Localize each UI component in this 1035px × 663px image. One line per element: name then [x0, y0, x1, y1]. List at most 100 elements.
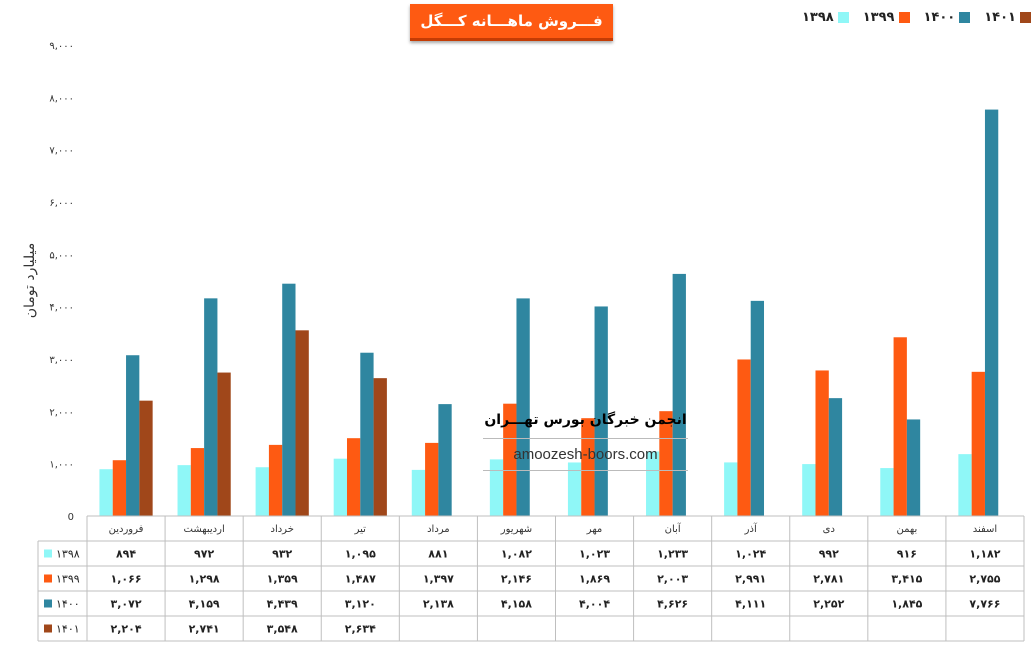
table-value-cell: ۱,۰۸۲ [501, 548, 532, 561]
table-value-cell: ۱,۸۴۵ [891, 598, 922, 611]
table-value-cell: ۱,۰۲۳ [579, 548, 610, 561]
table-series-name: ۱۴۰۰ [56, 598, 80, 611]
bar [126, 355, 140, 516]
table-series-name: ۱۴۰۱ [56, 623, 80, 636]
legend-swatch-1399 [898, 12, 910, 23]
table-value-cell: ۱,۲۳۳ [657, 548, 688, 561]
legend-swatch-1401 [1020, 12, 1031, 23]
x-category-label: آذر [744, 522, 758, 535]
x-category-label: بهمن [896, 524, 917, 535]
bar [373, 378, 387, 516]
legend-swatch-1400 [959, 12, 971, 23]
bar [971, 371, 985, 516]
table-value-cell: ۸۸۱ [428, 548, 448, 561]
y-tick-label: ۴,۰۰۰ [49, 303, 74, 314]
bar [411, 469, 426, 516]
y-tick-label: ۵,۰۰۰ [49, 250, 74, 261]
bar [489, 459, 504, 516]
y-tick-label: ۶,۰۰۰ [49, 198, 74, 209]
table-value-cell: ۴,۱۵۸ [501, 598, 532, 611]
x-category-label: شهریور [500, 524, 532, 535]
x-category-label: فروردین [109, 524, 144, 535]
table-value-cell: ۲,۱۴۶ [501, 573, 532, 586]
table-value-cell: ۱,۱۸۲ [969, 548, 1000, 561]
table-series-name: ۱۳۹۹ [56, 573, 80, 586]
legend: ۱۴۰۱ ۱۴۰۰ ۱۳۹۹ ۱۳۹۸ [802, 10, 1031, 25]
table-value-cell: ۱,۴۸۷ [345, 573, 376, 586]
bar [503, 403, 517, 516]
table-value-cell: ۳,۱۲۰ [345, 598, 376, 611]
bar [724, 462, 738, 516]
table-series-swatch [44, 624, 52, 633]
legend-item-1401: ۱۴۰۱ [984, 10, 1031, 25]
bar [567, 462, 582, 516]
bar [516, 298, 530, 516]
table-value-cell: ۲,۲۰۴ [111, 623, 142, 636]
y-tick-label: ۱,۰۰۰ [49, 460, 74, 471]
bar [646, 451, 660, 516]
bar [360, 352, 374, 516]
bar [295, 330, 309, 516]
bar [815, 370, 829, 516]
table-value-cell: ۱,۰۲۴ [735, 548, 766, 561]
y-tick-label: ۹,۰۰۰ [49, 41, 74, 52]
bar [672, 273, 686, 516]
table-value-cell: ۴,۰۰۴ [579, 598, 610, 611]
table-value-cell: ۴,۱۱۱ [735, 598, 766, 611]
bar [282, 283, 296, 516]
table-value-cell: ۲,۶۳۴ [345, 623, 376, 636]
table-value-cell: ۹۳۲ [272, 548, 292, 561]
table-value-cell: ۹۱۶ [897, 548, 917, 561]
bar [906, 419, 921, 516]
table-value-cell: ۲,۲۵۲ [813, 598, 844, 611]
table-value-cell: ۲,۷۴۱ [189, 623, 220, 636]
y-tick-label: ۸,۰۰۰ [49, 93, 74, 104]
bar [802, 464, 816, 516]
y-tick-label: ۳,۰۰۰ [49, 355, 74, 366]
bar [139, 400, 153, 516]
table-value-cell: ۲,۷۵۵ [969, 573, 1000, 586]
bar [177, 465, 191, 516]
legend-item-1399: ۱۳۹۹ [863, 10, 910, 25]
x-category-label: اسفند [973, 524, 997, 535]
table-value-cell: ۱,۰۹۵ [345, 548, 376, 561]
bar [346, 438, 361, 516]
table-series-swatch [44, 549, 52, 558]
x-category-label: دی [823, 524, 835, 535]
x-category-label: آبان [665, 522, 682, 535]
table-series-swatch [44, 599, 52, 608]
table-value-cell: ۲,۷۸۱ [813, 573, 844, 586]
legend-swatch-1398 [837, 12, 849, 23]
table-value-cell: ۴,۱۵۹ [189, 598, 220, 611]
y-tick-label: 0 [68, 512, 74, 523]
x-category-label: مهر [586, 524, 602, 535]
table-value-cell: ۱,۸۶۹ [579, 573, 610, 586]
table-value-cell: ۸۹۴ [116, 548, 136, 561]
legend-item-1398: ۱۳۹۸ [802, 10, 849, 25]
bar [438, 404, 452, 516]
bar [594, 306, 608, 516]
bar [190, 448, 205, 516]
watermark-title: انجمن خبرگان بورس تهـــران [483, 412, 688, 439]
legend-label-1398: ۱۳۹۸ [802, 10, 834, 25]
table-series-name: ۱۳۹۸ [56, 548, 80, 561]
bar [333, 458, 347, 516]
table-value-cell: ۲,۱۳۸ [423, 598, 454, 611]
legend-item-1400: ۱۴۰۰ [924, 10, 971, 25]
y-axis-title: میلیارد تومان [22, 243, 38, 318]
bar [99, 469, 113, 516]
table-value-cell: ۹۹۲ [819, 548, 839, 561]
bar [112, 460, 127, 516]
x-category-label: تیر [354, 524, 367, 535]
watermark: انجمن خبرگان بورس تهـــران amoozesh-boor… [483, 412, 688, 471]
legend-label-1400: ۱۴۰۰ [923, 10, 956, 25]
x-category-label: خرداد [271, 524, 294, 535]
bar [880, 468, 894, 516]
x-category-label: مرداد [427, 524, 450, 535]
table-value-cell: ۱,۰۶۶ [111, 573, 142, 586]
y-tick-label: ۷,۰۰۰ [49, 146, 74, 157]
bar [893, 337, 907, 516]
bar [255, 467, 269, 516]
bar [828, 398, 843, 516]
